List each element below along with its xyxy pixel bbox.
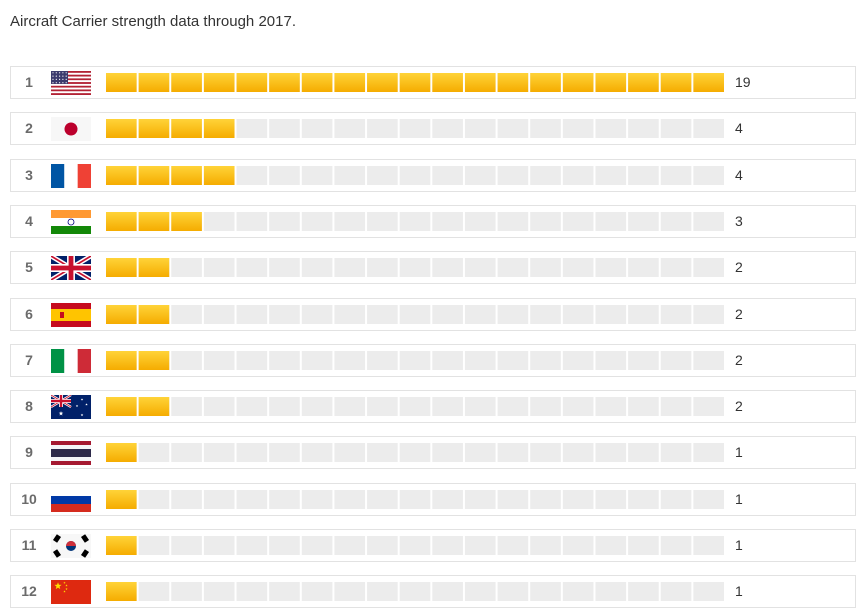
bar-fill xyxy=(106,166,235,185)
bar-track xyxy=(106,212,724,231)
value-label: 4 xyxy=(735,167,743,183)
value-label: 4 xyxy=(735,120,743,136)
russia-flag-icon xyxy=(51,488,91,512)
rank-label: 3 xyxy=(25,167,33,183)
bar-fill xyxy=(106,212,202,231)
rank-label: 6 xyxy=(25,306,33,322)
uk-flag-icon xyxy=(51,256,91,280)
bar-fill xyxy=(106,397,170,416)
bar-track xyxy=(106,258,724,277)
rank-label: 11 xyxy=(21,537,37,553)
ranking-row: 10 1 xyxy=(10,483,856,516)
rank-label: 7 xyxy=(25,352,33,368)
chart-caption: Aircraft Carrier strength data through 2… xyxy=(10,13,296,30)
bar-track xyxy=(106,397,724,416)
ranking-row: 1 19 xyxy=(10,66,856,99)
bar-track xyxy=(106,443,724,462)
rank-label: 9 xyxy=(25,444,33,460)
rank-label: 10 xyxy=(21,491,37,507)
china-flag-icon xyxy=(51,580,91,604)
bar-track xyxy=(106,305,724,324)
rank-label: 2 xyxy=(25,120,33,136)
south-korea-flag-icon xyxy=(51,534,91,558)
bar-track xyxy=(106,351,724,370)
australia-flag-icon xyxy=(51,395,91,419)
bar-fill xyxy=(106,443,137,462)
bar-fill xyxy=(106,119,235,138)
bar-fill xyxy=(106,73,724,92)
value-label: 2 xyxy=(735,259,743,275)
value-label: 1 xyxy=(735,491,743,507)
bar-track xyxy=(106,582,724,601)
value-label: 2 xyxy=(735,306,743,322)
bar-fill xyxy=(106,351,170,370)
rank-label: 4 xyxy=(25,213,33,229)
india-flag-icon xyxy=(51,210,91,234)
spain-flag-icon xyxy=(51,303,91,327)
thailand-flag-icon xyxy=(51,441,91,465)
rank-label: 5 xyxy=(25,259,33,275)
value-label: 1 xyxy=(735,444,743,460)
bar-fill xyxy=(106,536,137,555)
rank-label: 8 xyxy=(25,398,33,414)
ranking-row: 11 1 xyxy=(10,529,856,562)
bar-fill xyxy=(106,582,137,601)
bar-track xyxy=(106,119,724,138)
bar-fill xyxy=(106,258,170,277)
value-label: 1 xyxy=(735,537,743,553)
bar-track xyxy=(106,73,724,92)
value-label: 3 xyxy=(735,213,743,229)
value-label: 2 xyxy=(735,352,743,368)
value-label: 2 xyxy=(735,398,743,414)
bar-track xyxy=(106,166,724,185)
japan-flag-icon xyxy=(51,117,91,141)
france-flag-icon xyxy=(51,164,91,188)
value-label: 19 xyxy=(735,74,751,90)
bar-fill xyxy=(106,305,170,324)
usa-flag-icon xyxy=(51,71,91,95)
rank-label: 12 xyxy=(21,583,37,599)
ranking-row: 12 1 xyxy=(10,575,856,608)
bar-fill xyxy=(106,490,137,509)
italy-flag-icon xyxy=(51,349,91,373)
bar-track xyxy=(106,490,724,509)
value-label: 1 xyxy=(735,583,743,599)
rank-label: 1 xyxy=(25,74,33,90)
bar-track xyxy=(106,536,724,555)
